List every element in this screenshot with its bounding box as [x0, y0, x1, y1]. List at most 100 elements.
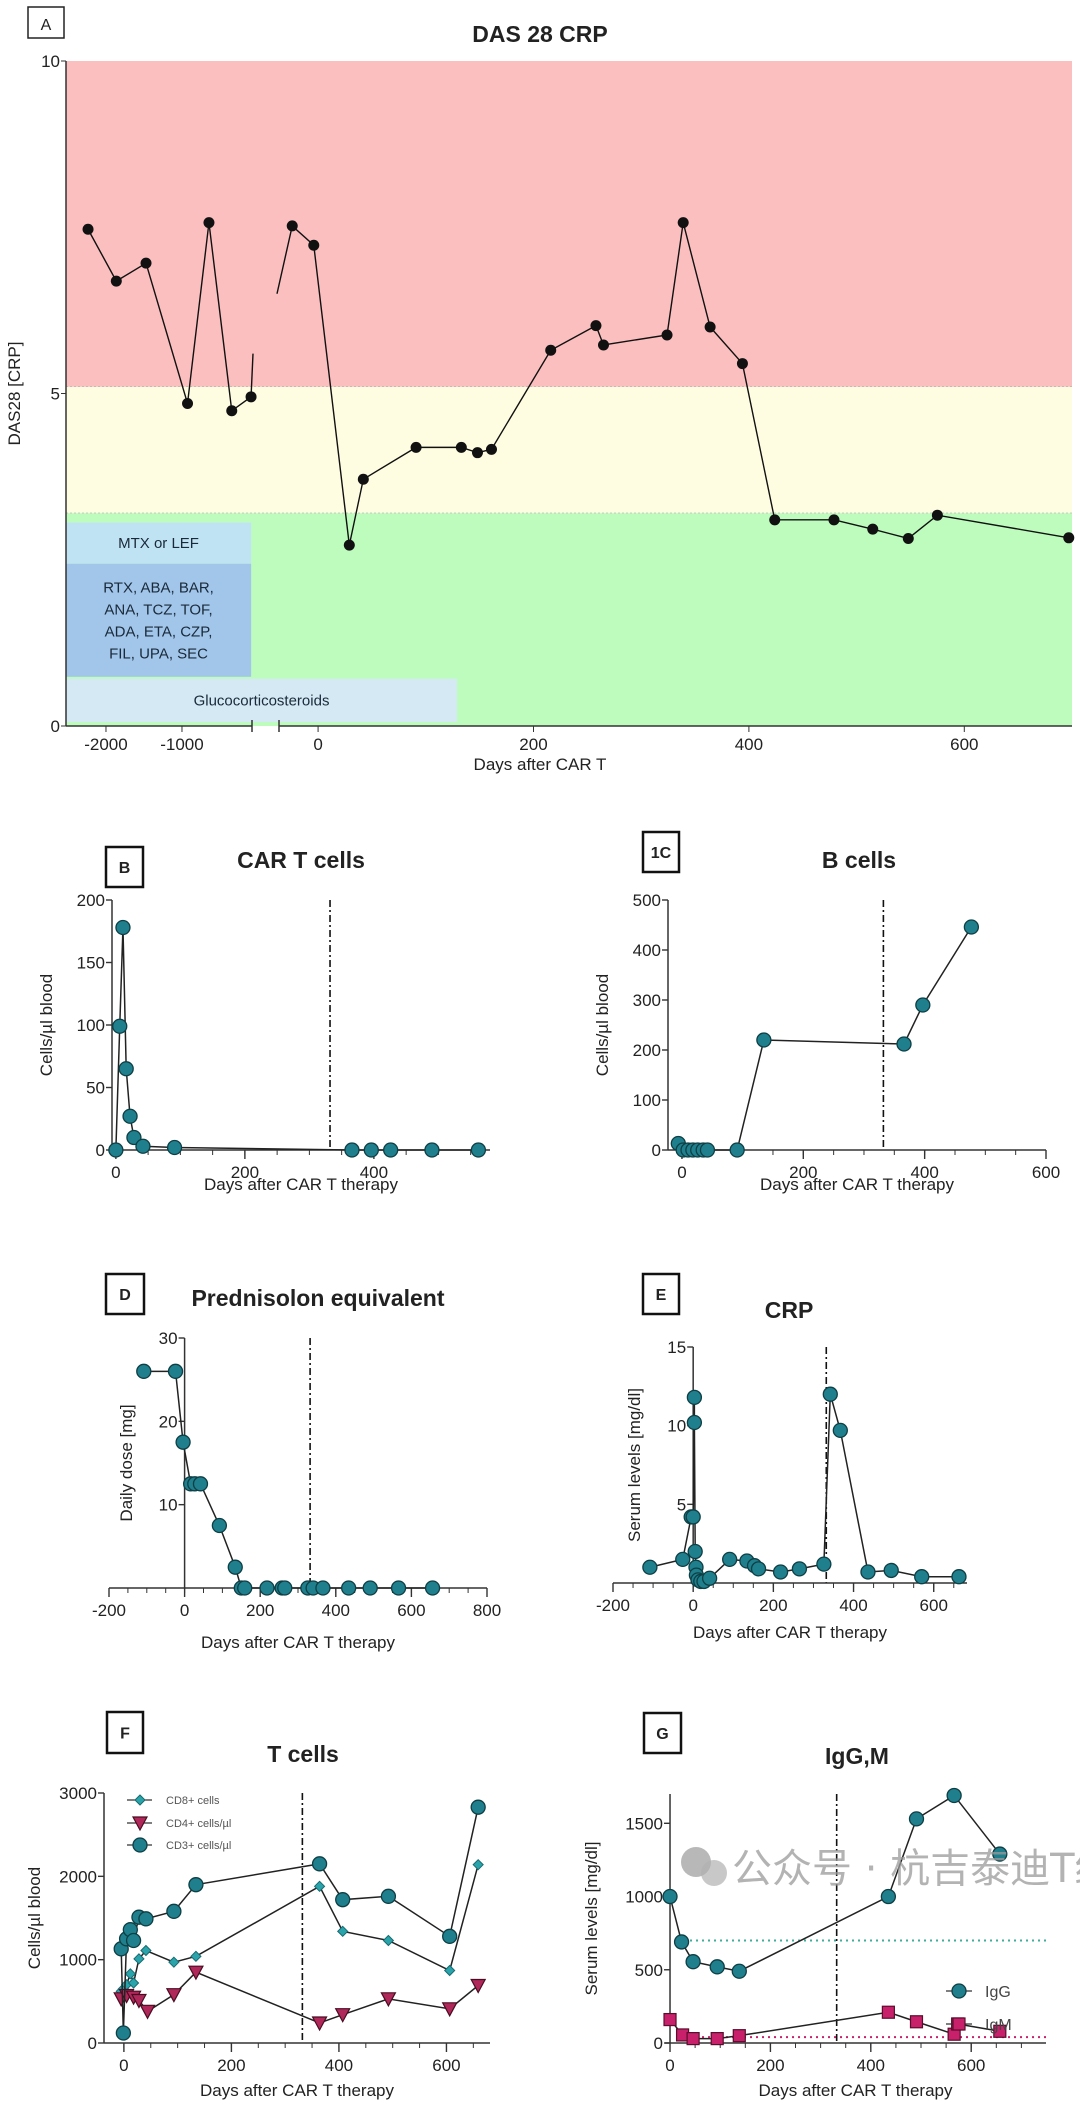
- y-tick-label: 30: [159, 1329, 178, 1348]
- data-point: [187, 1965, 204, 1981]
- data-point: [138, 1911, 154, 1927]
- panel-label: G: [656, 1726, 668, 1743]
- legend-label: CD4+ cells/µl: [166, 1818, 231, 1830]
- data-point: [946, 1787, 962, 1804]
- data-point: [380, 1888, 397, 1904]
- data-point: [908, 1811, 925, 1827]
- y-tick-label: 150: [77, 954, 105, 973]
- x-tick-label: 400: [839, 1596, 867, 1615]
- chart-title: B cells: [822, 847, 896, 873]
- data-point: [133, 1953, 145, 1965]
- data-point: [167, 1363, 184, 1379]
- x-tick-label: 600: [432, 2056, 460, 2075]
- data-point: [82, 223, 94, 235]
- x-axis-label: Days after CAR T therapy: [200, 2081, 395, 2100]
- x-tick-label: 600: [957, 2056, 985, 2075]
- panel-e: -200 0 200 400 600 5 10 15 E CRP Days after CAR T …: [596, 1272, 967, 1642]
- data-point: [832, 1422, 848, 1439]
- chart-title: IgG,M: [825, 1743, 889, 1769]
- y-tick-label: 3000: [59, 1784, 97, 1803]
- legend-label: IgM: [985, 2017, 1012, 2034]
- x-axis-label: Days after CAR T therapy: [693, 1623, 888, 1642]
- data-point: [311, 2016, 328, 2032]
- data-point: [909, 2015, 924, 2029]
- data-point: [677, 217, 689, 229]
- data-point: [383, 1142, 399, 1158]
- data-point: [673, 1934, 690, 1950]
- panel-label: D: [119, 1287, 131, 1304]
- y-tick-label: 100: [633, 1091, 661, 1110]
- y-tick-label: 2000: [59, 1867, 97, 1886]
- data-point: [118, 1061, 134, 1077]
- data-point: [335, 1892, 351, 1908]
- treatment-bar: [66, 563, 252, 677]
- data-point: [380, 1992, 397, 2008]
- data-point: [211, 1517, 228, 1534]
- y-axis-label: Cells/µl blood: [25, 1867, 44, 1969]
- x-tick-label: 600: [920, 1596, 948, 1615]
- chart-title: CRP: [765, 1297, 814, 1323]
- data-point: [166, 1903, 182, 1919]
- zone-band: [66, 61, 1072, 387]
- data-point: [662, 1888, 678, 1905]
- y-tick-label: 5: [51, 385, 60, 404]
- treatment-label: RTX, ABA, BAR,: [103, 579, 214, 596]
- x-tick-label: 600: [1032, 1163, 1060, 1182]
- data-point: [597, 339, 609, 351]
- data-point: [188, 1877, 204, 1893]
- data-point: [732, 2029, 746, 2043]
- x-tick-label: 0: [111, 1163, 120, 1182]
- panel-label: A: [41, 17, 52, 34]
- data-point: [470, 1799, 486, 1815]
- data-point: [442, 1928, 458, 1944]
- data-point: [470, 1978, 487, 1994]
- data-point: [226, 405, 238, 417]
- treatment-label: FIL, UPA, SEC: [109, 645, 208, 662]
- wechat-icon: [701, 1860, 727, 1886]
- data-point: [315, 1580, 331, 1596]
- panel-label-box: [641, 1272, 681, 1316]
- data-point: [880, 1888, 897, 1905]
- data-point: [259, 1580, 275, 1596]
- x-axis-label: Days after CAR T therapy: [758, 2081, 953, 2100]
- data-point: [192, 1476, 209, 1492]
- data-point: [769, 514, 781, 526]
- data-point: [135, 1138, 151, 1154]
- data-point: [951, 1569, 967, 1585]
- zone-band: [66, 386, 1072, 514]
- x-tick-label: 400: [910, 1163, 938, 1182]
- y-tick-label: 50: [86, 1079, 105, 1098]
- x-tick-label: -2000: [84, 735, 127, 754]
- data-point: [881, 2005, 895, 2019]
- data-point: [816, 1556, 832, 1572]
- x-tick-label: 800: [473, 1601, 501, 1620]
- data-point: [883, 1562, 899, 1579]
- panel-label: B: [119, 860, 131, 877]
- x-tick-label: -200: [596, 1596, 630, 1615]
- data-point: [166, 1139, 183, 1156]
- data-point: [245, 391, 257, 403]
- x-tick-label: 0: [688, 1596, 697, 1615]
- y-tick-label: 10: [41, 52, 60, 71]
- data-point: [110, 275, 122, 287]
- data-point: [828, 514, 840, 526]
- x-tick-label: 600: [397, 1601, 425, 1620]
- panel-g: 0 200 400 600 0 500 1000 1500 IgG IgM G IgG,M Days a…: [582, 1711, 1046, 2100]
- legend-marker: [131, 1816, 149, 1832]
- data-point: [115, 2025, 132, 2041]
- watermark: 公众号 · 杭吉泰迪T细胞: [681, 1846, 1080, 1892]
- y-tick-label: 200: [633, 1041, 661, 1060]
- data-point: [914, 1569, 930, 1585]
- x-tick-label: 600: [950, 735, 978, 754]
- y-tick-label: 400: [633, 941, 661, 960]
- treatment-bar: [66, 522, 252, 564]
- y-tick-label: 1000: [625, 1888, 663, 1907]
- y-axis-label: Cells/µl blood: [37, 974, 56, 1076]
- data-point: [124, 1968, 137, 1980]
- data-point: [175, 1434, 191, 1450]
- data-point: [661, 329, 673, 341]
- data-point: [699, 1142, 716, 1158]
- x-tick-label: 400: [857, 2056, 885, 2075]
- panel-label: E: [656, 1287, 667, 1304]
- legend-marker: [951, 1983, 967, 1999]
